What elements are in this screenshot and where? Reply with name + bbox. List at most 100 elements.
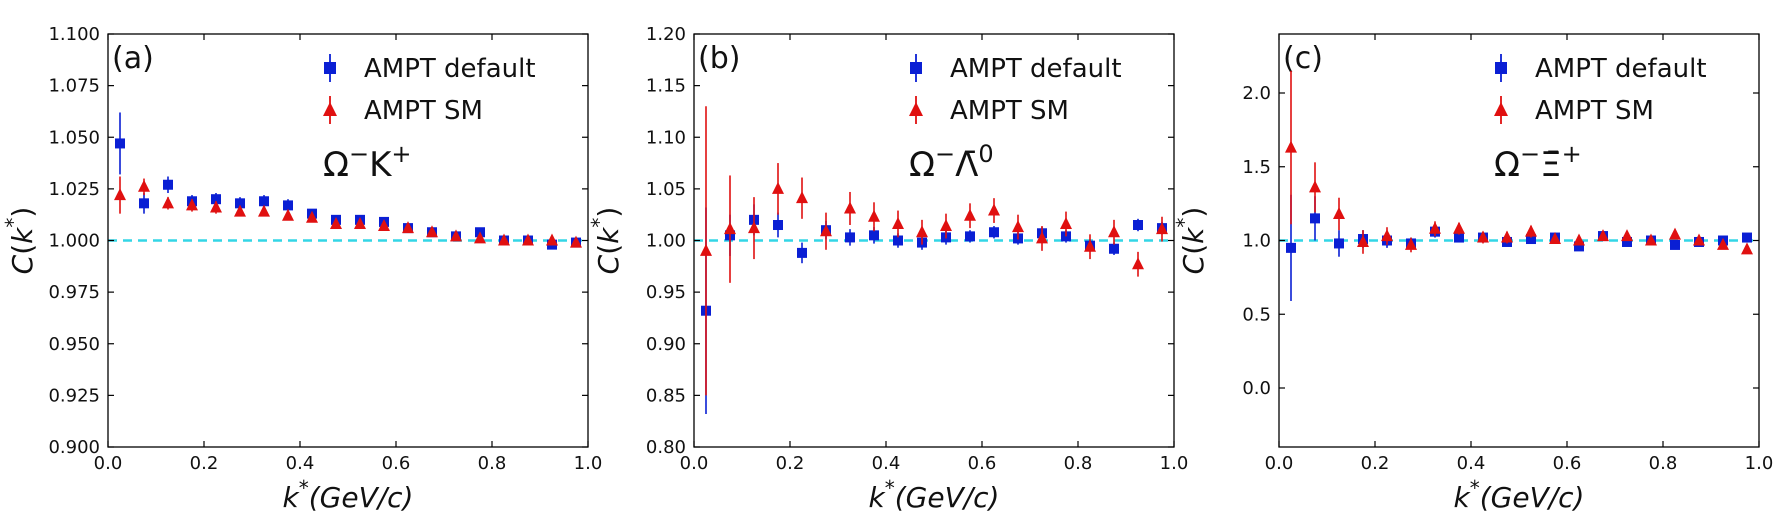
data-point-square [1310, 213, 1320, 224]
legend-label: AMPT SM [1535, 96, 1654, 126]
legend-entry-ampt-default: AMPT default [324, 54, 536, 84]
y-tick-label: 1.000 [48, 231, 100, 252]
series-ampt-sm [700, 106, 1168, 396]
panel-label: (c) [1283, 41, 1323, 76]
data-point-triangle [1036, 231, 1048, 244]
data-point-triangle [892, 216, 904, 229]
chart-panel-2: 0.0 0.2 0.4 0.6 0.8 1.0 0.80 0.85 0.90 0.95 1.00 1.… [587, 24, 1188, 514]
legend-label: AMPT SM [364, 96, 483, 126]
data-point-square [989, 227, 999, 238]
data-point-triangle [234, 204, 246, 217]
data-point-triangle [1501, 230, 1513, 243]
y-tick-label: 0.0 [1242, 378, 1271, 399]
data-point-triangle [258, 204, 270, 217]
data-point-triangle [772, 181, 784, 194]
series-ampt-sm [114, 176, 582, 248]
data-point-triangle [450, 229, 462, 242]
x-tick-label: 0.8 [478, 453, 507, 474]
x-tick-label: 0.4 [1457, 453, 1486, 474]
x-tick-label: 0.0 [94, 453, 123, 474]
data-point-triangle [426, 225, 438, 238]
data-point-triangle [1597, 229, 1609, 242]
data-point-square [893, 235, 903, 246]
data-point-triangle [724, 222, 736, 235]
data-point-triangle [1132, 257, 1144, 270]
y-tick-label: 0.950 [48, 334, 100, 355]
data-point-square [1334, 238, 1344, 249]
data-point-triangle [114, 188, 126, 201]
y-tick-label: 0.975 [48, 282, 100, 303]
physics-system-annotation: Ω−K+ [323, 140, 412, 185]
data-point-triangle [1156, 222, 1168, 235]
data-point-square [163, 179, 173, 190]
data-point-triangle [1717, 237, 1729, 250]
data-point-triangle [210, 200, 222, 213]
data-point-triangle [546, 233, 558, 246]
data-point-triangle [1573, 233, 1585, 246]
data-point-triangle [498, 233, 510, 246]
y-tick-label: 1.075 [48, 76, 100, 97]
data-point-triangle [1477, 230, 1489, 243]
data-point-square [139, 198, 149, 209]
legend-marker-square [1495, 62, 1507, 74]
panel-label: (b) [698, 41, 740, 76]
y-tick-label: 0.925 [48, 385, 100, 406]
y-tick-label: 1.10 [646, 127, 686, 148]
data-point-triangle [1084, 239, 1096, 252]
data-point-triangle [138, 179, 150, 192]
y-tick-label: 1.050 [48, 127, 100, 148]
data-point-triangle [1333, 206, 1345, 219]
data-point-square [1109, 243, 1119, 254]
data-point-triangle [282, 208, 294, 221]
y-tick-label: 2.0 [1242, 83, 1271, 104]
data-point-square [869, 230, 879, 241]
x-axis-label: k*(GeV/c) [283, 476, 414, 514]
legend-marker-square [910, 62, 922, 74]
y-tick-label: 0.5 [1242, 304, 1271, 325]
data-point-square [1670, 239, 1680, 250]
legend-label: AMPT default [1535, 54, 1707, 84]
data-point-square [1574, 241, 1584, 252]
physics-system-annotation: Ω−Λ̄0 [909, 140, 994, 185]
data-point-triangle [1621, 229, 1633, 242]
data-point-triangle [796, 191, 808, 204]
data-point-triangle [354, 216, 366, 229]
data-point-triangle [570, 235, 582, 248]
y-tick-label: 0.900 [48, 437, 100, 458]
data-point-square [259, 196, 269, 207]
legend-entry-ampt-sm: AMPT SM [909, 96, 1069, 126]
y-tick-label: 1.025 [48, 179, 100, 200]
y-tick-label: 1.00 [646, 231, 686, 252]
data-point-triangle [1669, 227, 1681, 240]
y-tick-label: 1.15 [646, 76, 686, 97]
series-ampt-default [701, 204, 1167, 414]
panel-label: (a) [112, 41, 154, 76]
x-tick-label: 1.0 [574, 453, 603, 474]
y-tick-label: 0.95 [646, 282, 686, 303]
data-point-triangle [474, 231, 486, 244]
data-point-triangle [1309, 180, 1321, 193]
y-axis-label: C(k*) [587, 207, 625, 275]
data-point-square [1742, 232, 1752, 243]
legend-marker-triangle [323, 102, 337, 116]
y-tick-label: 0.90 [646, 334, 686, 355]
data-point-square [1454, 232, 1464, 243]
data-point-triangle [1429, 221, 1441, 234]
data-point-triangle [1453, 221, 1465, 234]
data-point-triangle [868, 209, 880, 222]
series-ampt-default [1286, 194, 1752, 301]
legend-label: AMPT SM [950, 96, 1069, 126]
data-point-triangle [1645, 233, 1657, 246]
data-point-square [1622, 236, 1632, 247]
data-point-triangle [402, 221, 414, 234]
data-point-square [1526, 234, 1536, 245]
data-point-triangle [1060, 216, 1072, 229]
legend-marker-square [324, 62, 336, 74]
data-point-triangle [916, 225, 928, 238]
series-ampt-sm [1285, 70, 1753, 255]
legend-marker-triangle [909, 102, 923, 116]
data-point-triangle [988, 203, 1000, 216]
x-tick-label: 0.8 [1064, 453, 1093, 474]
data-point-triangle [1405, 237, 1417, 250]
x-tick-label: 1.0 [1160, 453, 1189, 474]
